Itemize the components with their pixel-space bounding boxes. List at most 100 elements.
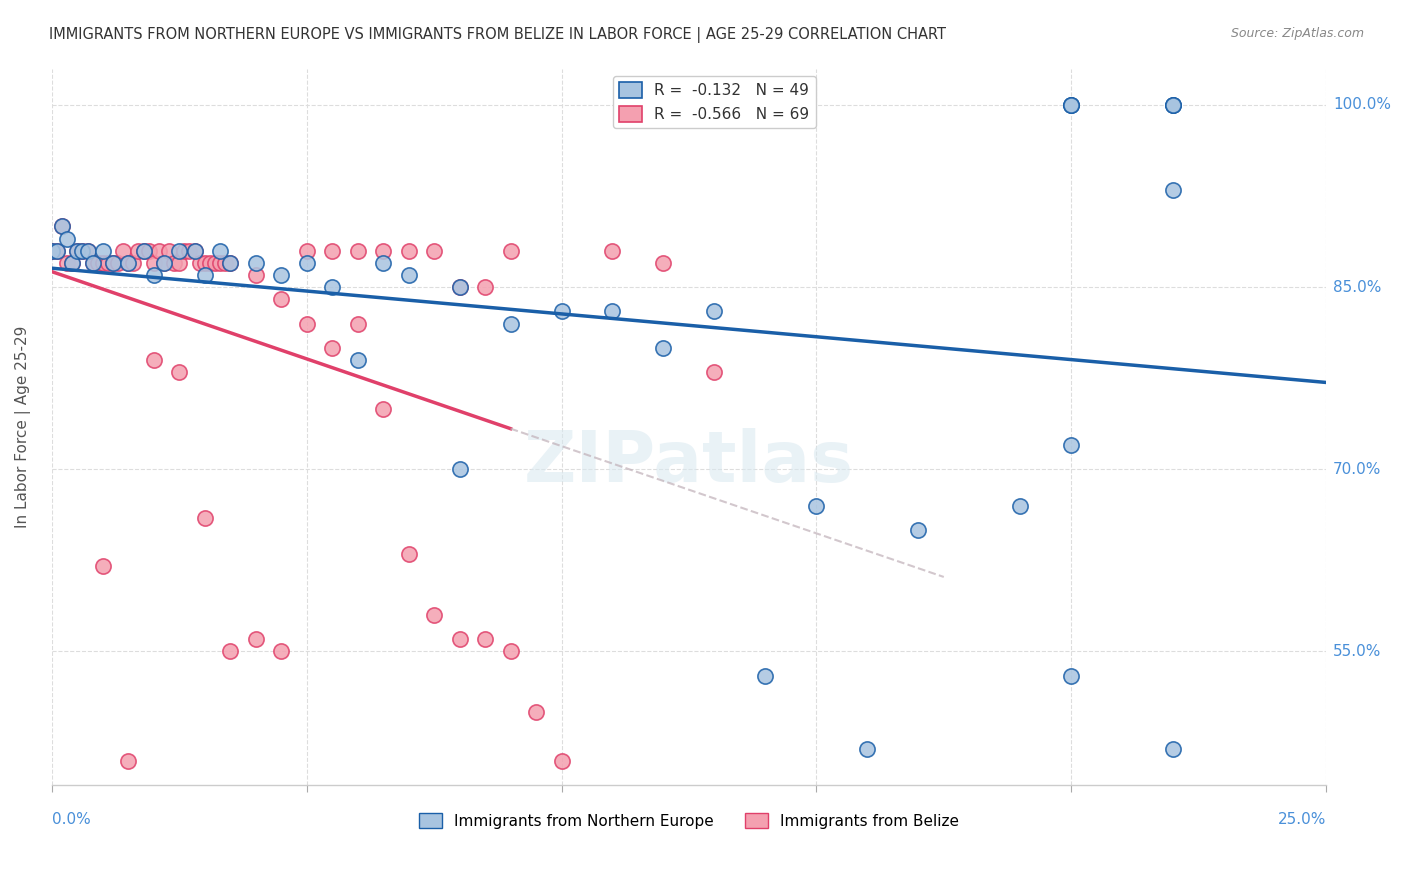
Point <box>157 244 180 258</box>
Point <box>550 304 572 318</box>
Point <box>51 219 73 234</box>
Point <box>91 244 114 258</box>
Point <box>398 547 420 561</box>
Point <box>449 280 471 294</box>
Point <box>194 511 217 525</box>
Text: Source: ZipAtlas.com: Source: ZipAtlas.com <box>1230 27 1364 40</box>
Point <box>41 244 63 258</box>
Point <box>703 304 725 318</box>
Point <box>449 280 471 294</box>
Point <box>194 256 217 270</box>
Point <box>167 365 190 379</box>
Point <box>45 244 67 258</box>
Point <box>321 280 343 294</box>
Point <box>754 669 776 683</box>
Point <box>1161 98 1184 112</box>
Point <box>371 401 394 416</box>
Point <box>703 365 725 379</box>
Point <box>66 244 89 258</box>
Point <box>167 256 190 270</box>
Point <box>76 244 98 258</box>
Point <box>76 244 98 258</box>
Point <box>142 256 165 270</box>
Point <box>524 705 547 719</box>
Point <box>122 256 145 270</box>
Point <box>132 244 155 258</box>
Point <box>183 244 205 258</box>
Point <box>295 256 318 270</box>
Point <box>652 256 675 270</box>
Point <box>82 256 104 270</box>
Point <box>1161 183 1184 197</box>
Point <box>1060 98 1083 112</box>
Point <box>474 280 496 294</box>
Point <box>153 256 176 270</box>
Point <box>127 244 149 258</box>
Point <box>86 256 108 270</box>
Point <box>652 341 675 355</box>
Point <box>295 244 318 258</box>
Point <box>194 268 217 282</box>
Point <box>1060 98 1083 112</box>
Point <box>66 244 89 258</box>
Point <box>97 256 120 270</box>
Point <box>208 256 231 270</box>
Point <box>321 341 343 355</box>
Point <box>270 293 292 307</box>
Point <box>179 244 201 258</box>
Point <box>907 523 929 537</box>
Point <box>41 244 63 258</box>
Text: 55.0%: 55.0% <box>1333 644 1381 659</box>
Point <box>270 644 292 658</box>
Point <box>321 244 343 258</box>
Point <box>398 268 420 282</box>
Point <box>101 256 124 270</box>
Point <box>449 462 471 476</box>
Text: IMMIGRANTS FROM NORTHERN EUROPE VS IMMIGRANTS FROM BELIZE IN LABOR FORCE | AGE 2: IMMIGRANTS FROM NORTHERN EUROPE VS IMMIG… <box>49 27 946 43</box>
Point <box>117 256 139 270</box>
Point <box>295 317 318 331</box>
Point <box>219 644 242 658</box>
Point <box>188 256 211 270</box>
Point <box>82 256 104 270</box>
Point <box>45 244 67 258</box>
Point <box>1010 499 1032 513</box>
Text: 0.0%: 0.0% <box>52 812 90 827</box>
Point <box>208 244 231 258</box>
Point <box>346 353 368 368</box>
Point <box>499 317 522 331</box>
Point <box>499 244 522 258</box>
Point <box>204 256 226 270</box>
Point <box>806 499 828 513</box>
Point <box>245 268 267 282</box>
Text: ZIPatlas: ZIPatlas <box>524 428 853 497</box>
Point <box>550 754 572 768</box>
Text: 70.0%: 70.0% <box>1333 462 1381 477</box>
Point <box>91 559 114 574</box>
Point <box>245 632 267 647</box>
Point <box>173 244 195 258</box>
Point <box>423 244 446 258</box>
Point <box>198 256 221 270</box>
Point <box>117 256 139 270</box>
Point <box>1161 98 1184 112</box>
Point <box>346 244 368 258</box>
Point <box>163 256 186 270</box>
Point <box>132 244 155 258</box>
Point <box>167 244 190 258</box>
Point <box>138 244 160 258</box>
Point <box>153 256 176 270</box>
Point <box>602 244 624 258</box>
Text: 100.0%: 100.0% <box>1333 97 1391 112</box>
Point <box>270 268 292 282</box>
Point <box>112 244 135 258</box>
Point <box>183 244 205 258</box>
Point <box>371 244 394 258</box>
Legend: Immigrants from Northern Europe, Immigrants from Belize: Immigrants from Northern Europe, Immigra… <box>413 806 965 835</box>
Point <box>91 256 114 270</box>
Point <box>371 256 394 270</box>
Point <box>56 231 79 245</box>
Point <box>219 256 242 270</box>
Point <box>1161 98 1184 112</box>
Point <box>214 256 236 270</box>
